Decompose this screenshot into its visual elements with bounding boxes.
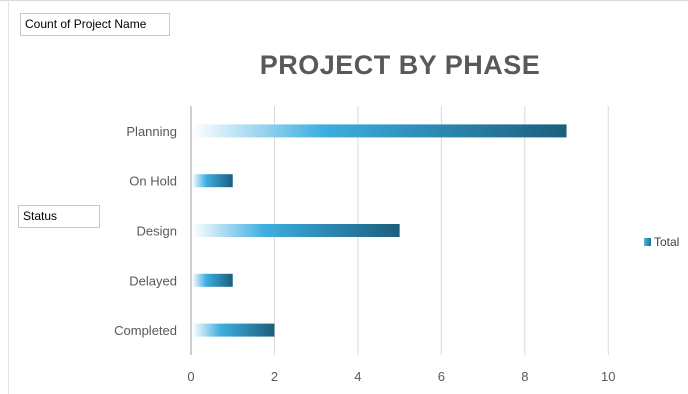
chart-title: PROJECT BY PHASE <box>259 50 541 80</box>
y-category-label: Planning <box>126 124 177 139</box>
y-category-label: On Hold <box>129 174 177 189</box>
chart-frame-left <box>8 0 9 394</box>
x-tick-label: 8 <box>521 369 528 384</box>
bar-completed[interactable] <box>192 323 275 337</box>
bar-on-hold[interactable] <box>192 174 233 188</box>
x-tick-label: 2 <box>271 369 278 384</box>
x-tick-label: 10 <box>601 369 615 384</box>
legend-swatch <box>644 238 651 246</box>
y-category-label: Completed <box>114 323 177 338</box>
y-category-label: Delayed <box>129 273 177 288</box>
bar-design[interactable] <box>192 224 400 237</box>
bar-planning[interactable] <box>192 124 567 138</box>
x-tick-label: 0 <box>187 369 194 384</box>
x-tick-label: 4 <box>354 369 361 384</box>
pivot-rows-field-button[interactable]: Status <box>18 205 100 228</box>
legend-label: Total <box>654 235 680 249</box>
bar-delayed[interactable] <box>192 273 233 287</box>
chart-legend: Total <box>644 235 679 249</box>
x-tick-label: 6 <box>438 369 445 384</box>
chart-frame-top <box>0 0 688 4</box>
y-category-label: Design <box>137 224 177 239</box>
pivot-values-field-button[interactable]: Count of Project Name <box>20 13 170 36</box>
